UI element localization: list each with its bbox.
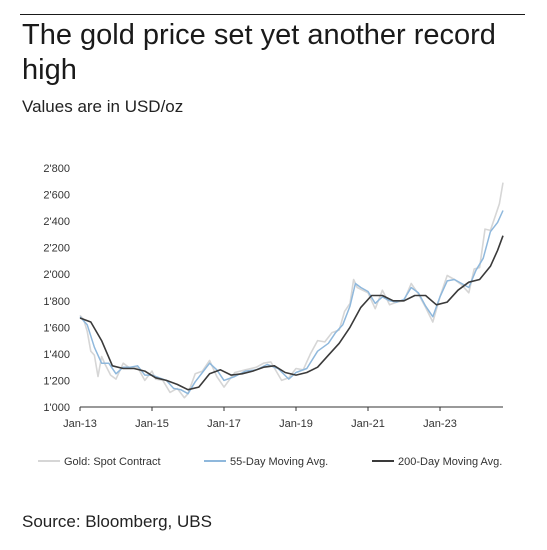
legend-label: 200-Day Moving Avg. xyxy=(398,456,502,468)
y-tick-label: 1'600 xyxy=(43,322,70,334)
series-line-ma200 xyxy=(79,235,504,391)
y-tick-label: 2'800 xyxy=(43,163,70,175)
series-line-spot xyxy=(79,182,504,399)
x-tick-label: Jan-13 xyxy=(63,418,97,430)
series-line-ma55 xyxy=(79,210,504,395)
series-lines xyxy=(79,182,504,399)
x-tick-label: Jan-19 xyxy=(279,418,313,430)
y-tick-label: 1'000 xyxy=(43,402,70,414)
chart-title: The gold price set yet another record hi… xyxy=(22,19,496,86)
chart-subtitle: Values are in USD/oz xyxy=(22,97,184,116)
y-tick-label: 1'200 xyxy=(43,375,70,387)
x-tick-label: Jan-17 xyxy=(207,418,241,430)
y-tick-label: 1'400 xyxy=(43,349,70,361)
legend: Gold: Spot Contract 55-Day Moving Avg. 200… xyxy=(38,456,502,468)
x-tick-label: Jan-21 xyxy=(351,418,385,430)
y-tick-label: 2'600 xyxy=(43,190,70,202)
top-rule xyxy=(20,14,525,15)
source-note: Source: Bloomberg, UBS xyxy=(22,512,212,531)
x-tick-label: Jan-15 xyxy=(135,418,169,430)
legend-label: 55-Day Moving Avg. xyxy=(230,456,328,468)
y-tick-label: 1'800 xyxy=(43,296,70,308)
y-tick-label: 2'000 xyxy=(43,269,70,281)
y-tick-label: 2'200 xyxy=(43,243,70,255)
y-axis-labels: 1'000 1'200 1'400 1'600 1'800 2'000 2'200 2'400… xyxy=(43,163,70,414)
y-tick-label: 2'400 xyxy=(43,216,70,228)
legend-label: Gold: Spot Contract xyxy=(64,456,161,468)
x-tick-label: Jan-23 xyxy=(423,418,457,430)
x-axis: Jan-13 Jan-15 Jan-17 Jan-19 Jan-21 Jan-23 xyxy=(63,406,503,430)
